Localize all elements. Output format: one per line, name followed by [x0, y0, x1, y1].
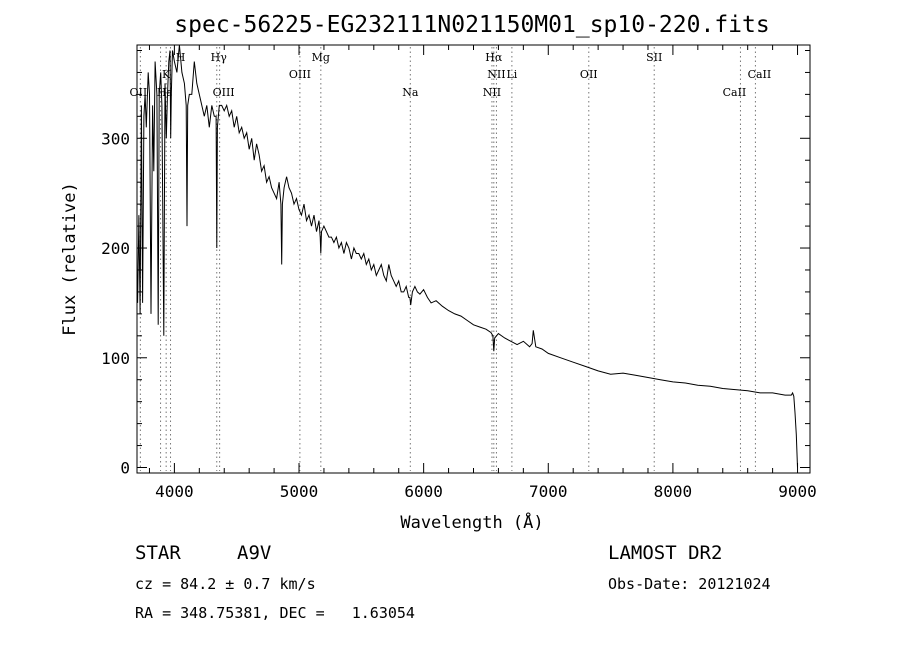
line-label: Na	[402, 86, 419, 99]
line-label: Li	[506, 68, 517, 81]
survey-name: LAMOST DR2	[608, 542, 723, 564]
y-tick-label: 200	[101, 239, 130, 258]
line-label: NII	[483, 86, 501, 99]
line-label: K	[162, 68, 171, 81]
y-tick-label: 0	[120, 459, 130, 478]
x-axis-ticks: 4000 5000 6000 7000 8000 9000	[148, 45, 817, 501]
y-axis-ticks: 0 100 200 300	[101, 49, 810, 478]
coordinates-readout: RA = 348.75381, DEC = 1.63054	[135, 604, 415, 622]
y-axis-label: Flux (relative)	[60, 182, 80, 336]
line-label: Mg	[312, 51, 330, 64]
x-axis-label: Wavelength (Å)	[400, 511, 543, 533]
line-label: OIII	[289, 68, 311, 81]
line-label: CaII	[723, 86, 747, 99]
line-label: NII	[487, 68, 505, 81]
plot-frame	[136, 44, 811, 474]
object-type: STAR	[135, 542, 181, 564]
line-label: Hα	[485, 51, 503, 64]
line-label: CaII	[748, 68, 772, 81]
x-tick-label: 9000	[778, 482, 817, 501]
x-tick-label: 7000	[529, 482, 568, 501]
line-label: SII	[646, 51, 662, 64]
line-label: OII	[130, 86, 148, 99]
x-tick-label: 5000	[280, 482, 319, 501]
line-label: OIII	[213, 86, 235, 99]
spectral-subclass: A9V	[237, 542, 272, 564]
y-tick-label: 300	[101, 129, 130, 148]
line-guides	[139, 47, 756, 471]
observation-date: Obs-Date: 20121024	[608, 575, 771, 593]
redshift-readout: cz = 84.2 ± 0.7 km/s	[135, 575, 316, 593]
x-tick-label: 6000	[404, 482, 443, 501]
line-label: Hγ	[211, 51, 228, 64]
x-tick-label: 8000	[654, 482, 693, 501]
x-tick-label: 4000	[155, 482, 194, 501]
y-tick-label: 100	[101, 349, 130, 368]
spectrum-line	[137, 44, 798, 468]
line-label: OII	[580, 68, 598, 81]
chart-title: spec-56225-EG232111N021150M01_sp10-220.f…	[174, 12, 769, 38]
